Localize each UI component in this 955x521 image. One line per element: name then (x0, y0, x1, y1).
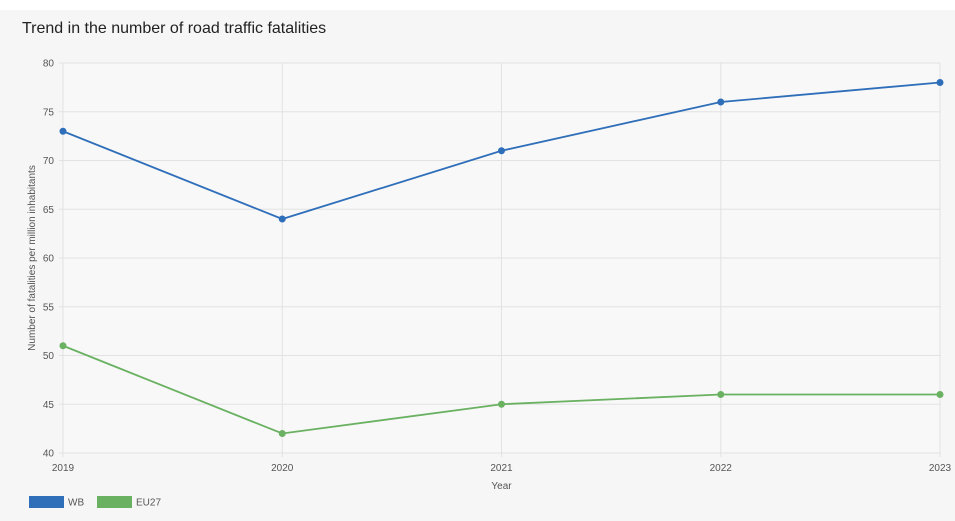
axis-layer: 40 45 50 55 60 65 70 75 80 2019 2020 2021 2022 2023 Ye… (27, 59, 952, 493)
x-tick-label: 2020 (271, 463, 294, 474)
legend-label-wb: WB (68, 498, 84, 509)
y-tick-label: 55 (43, 302, 55, 313)
data-point-wb (936, 79, 944, 86)
y-tick-label: 60 (43, 254, 55, 265)
x-tick-label: 2019 (52, 463, 75, 474)
series-layer (59, 79, 944, 437)
y-tick-label: 80 (43, 59, 55, 70)
chart-title: Trend in the number of road traffic fata… (22, 20, 327, 37)
legend-swatch-wb (29, 496, 64, 508)
y-tick-label: 75 (43, 107, 55, 118)
legend-label-eu27: EU27 (136, 498, 161, 509)
x-tick-label: 2022 (710, 463, 733, 474)
legend: WB EU27 (29, 496, 161, 509)
y-axis-title: Number of fatalities per million inhabit… (27, 165, 38, 351)
data-point-wb (59, 127, 67, 135)
x-tick-label: 2023 (929, 463, 952, 474)
data-point-eu27 (498, 400, 505, 408)
data-point-eu27 (278, 430, 286, 437)
data-point-eu27 (717, 391, 725, 398)
data-point-eu27 (936, 391, 944, 398)
data-point-wb (278, 215, 286, 223)
x-tick-label: 2021 (490, 463, 513, 474)
y-tick-label: 70 (43, 156, 55, 167)
y-tick-label: 45 (43, 400, 55, 411)
y-tick-label: 40 (43, 449, 55, 460)
grid-layer (59, 62, 941, 457)
y-tick-label: 65 (43, 205, 55, 216)
legend-swatch-eu27 (97, 496, 132, 508)
data-point-eu27 (59, 342, 67, 350)
y-tick-label: 50 (43, 351, 55, 362)
x-axis-title: Year (491, 481, 512, 492)
data-point-wb (498, 147, 505, 155)
data-point-wb (717, 98, 725, 106)
